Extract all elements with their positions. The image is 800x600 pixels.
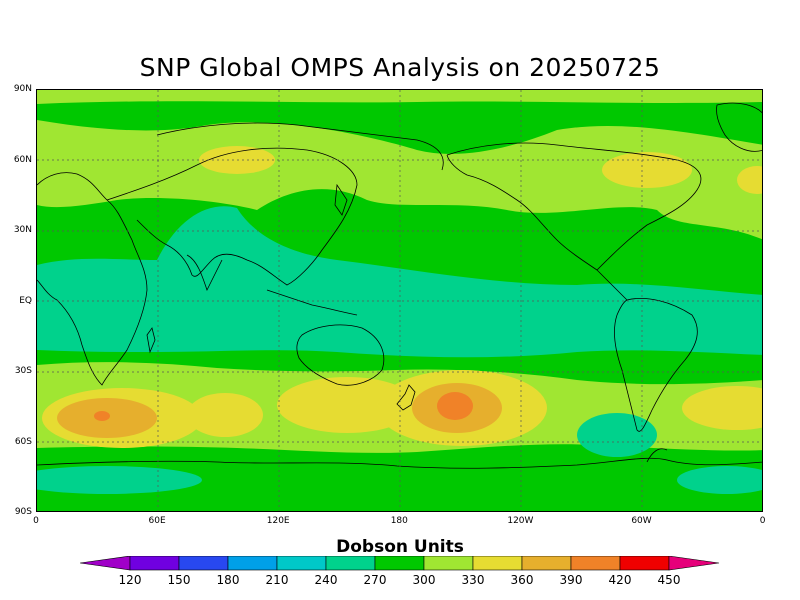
pacific-peak <box>437 392 473 420</box>
colorbar-label-270: 270 <box>363 573 387 587</box>
colorbar-segment-1 <box>129 556 180 571</box>
lon-label-1: 60E <box>148 516 166 526</box>
colorbar-label-210: 210 <box>265 573 289 587</box>
colorbar-segment-2 <box>178 556 229 571</box>
ozone-map <box>36 89 763 512</box>
colorbar-segment-7 <box>423 556 474 571</box>
colorbar-segment-4 <box>276 556 327 571</box>
south-atlantic-low <box>577 413 657 457</box>
colorbar-label-300: 300 <box>412 573 436 587</box>
antarctic-low-west <box>37 466 202 494</box>
lon-label-5: 60W <box>631 516 652 526</box>
colorbar-high-arrow <box>668 556 720 571</box>
antarctic-low-east <box>677 466 762 494</box>
graticule <box>37 90 762 511</box>
colorbar-label-240: 240 <box>314 573 338 587</box>
map-title: SNP Global OMPS Analysis on 20250725 <box>139 53 661 82</box>
lon-label-6: 0 <box>759 516 766 526</box>
colorbar-label-330: 330 <box>461 573 485 587</box>
colorbar-label-420: 420 <box>608 573 632 587</box>
colorbar-label-120: 120 <box>118 573 142 587</box>
lat-label-eq: EQ <box>19 295 32 306</box>
colorbar-segment-3 <box>227 556 278 571</box>
colorbar-label-360: 360 <box>510 573 534 587</box>
coastlines <box>37 102 762 469</box>
canada-max <box>602 152 692 188</box>
north-polar-band <box>37 90 762 104</box>
lat-label-30n: 30N <box>13 225 32 235</box>
europe-max <box>737 166 762 194</box>
colorbar-segment-10 <box>570 556 621 571</box>
colorbar-segment-5 <box>325 556 376 571</box>
lat-label-90n: 90N <box>13 84 32 94</box>
lat-label-90s: 90S <box>14 507 32 517</box>
lat-label-30s: 30S <box>14 366 32 376</box>
colorbar <box>80 556 720 571</box>
colorbar-title: Dobson Units <box>336 537 464 557</box>
south-indian-high <box>187 393 263 437</box>
indian-ocean-peak <box>94 411 110 421</box>
map-canvas <box>37 90 762 511</box>
lon-label-2: 120E <box>266 516 290 526</box>
lat-label-60s: 60S <box>14 436 32 447</box>
colorbar-segment-8 <box>472 556 523 571</box>
colorbar-label-390: 390 <box>559 573 583 587</box>
colorbar-label-150: 150 <box>167 573 191 587</box>
colorbar-segment-6 <box>374 556 425 571</box>
tropical-band <box>37 206 762 358</box>
colorbar-low-arrow <box>80 556 131 571</box>
lat-label-60n: 60N <box>13 154 32 165</box>
colorbar-label-450: 450 <box>657 573 681 587</box>
atlantic-south-high <box>682 386 762 430</box>
lon-label-3: 180 <box>390 516 408 526</box>
colorbar-segment-9 <box>521 556 572 571</box>
colorbar-label-180: 180 <box>216 573 240 587</box>
colorbar-segment-11 <box>619 556 670 571</box>
lon-label-0: 0 <box>33 516 39 526</box>
lon-label-4: 120W <box>507 516 534 526</box>
